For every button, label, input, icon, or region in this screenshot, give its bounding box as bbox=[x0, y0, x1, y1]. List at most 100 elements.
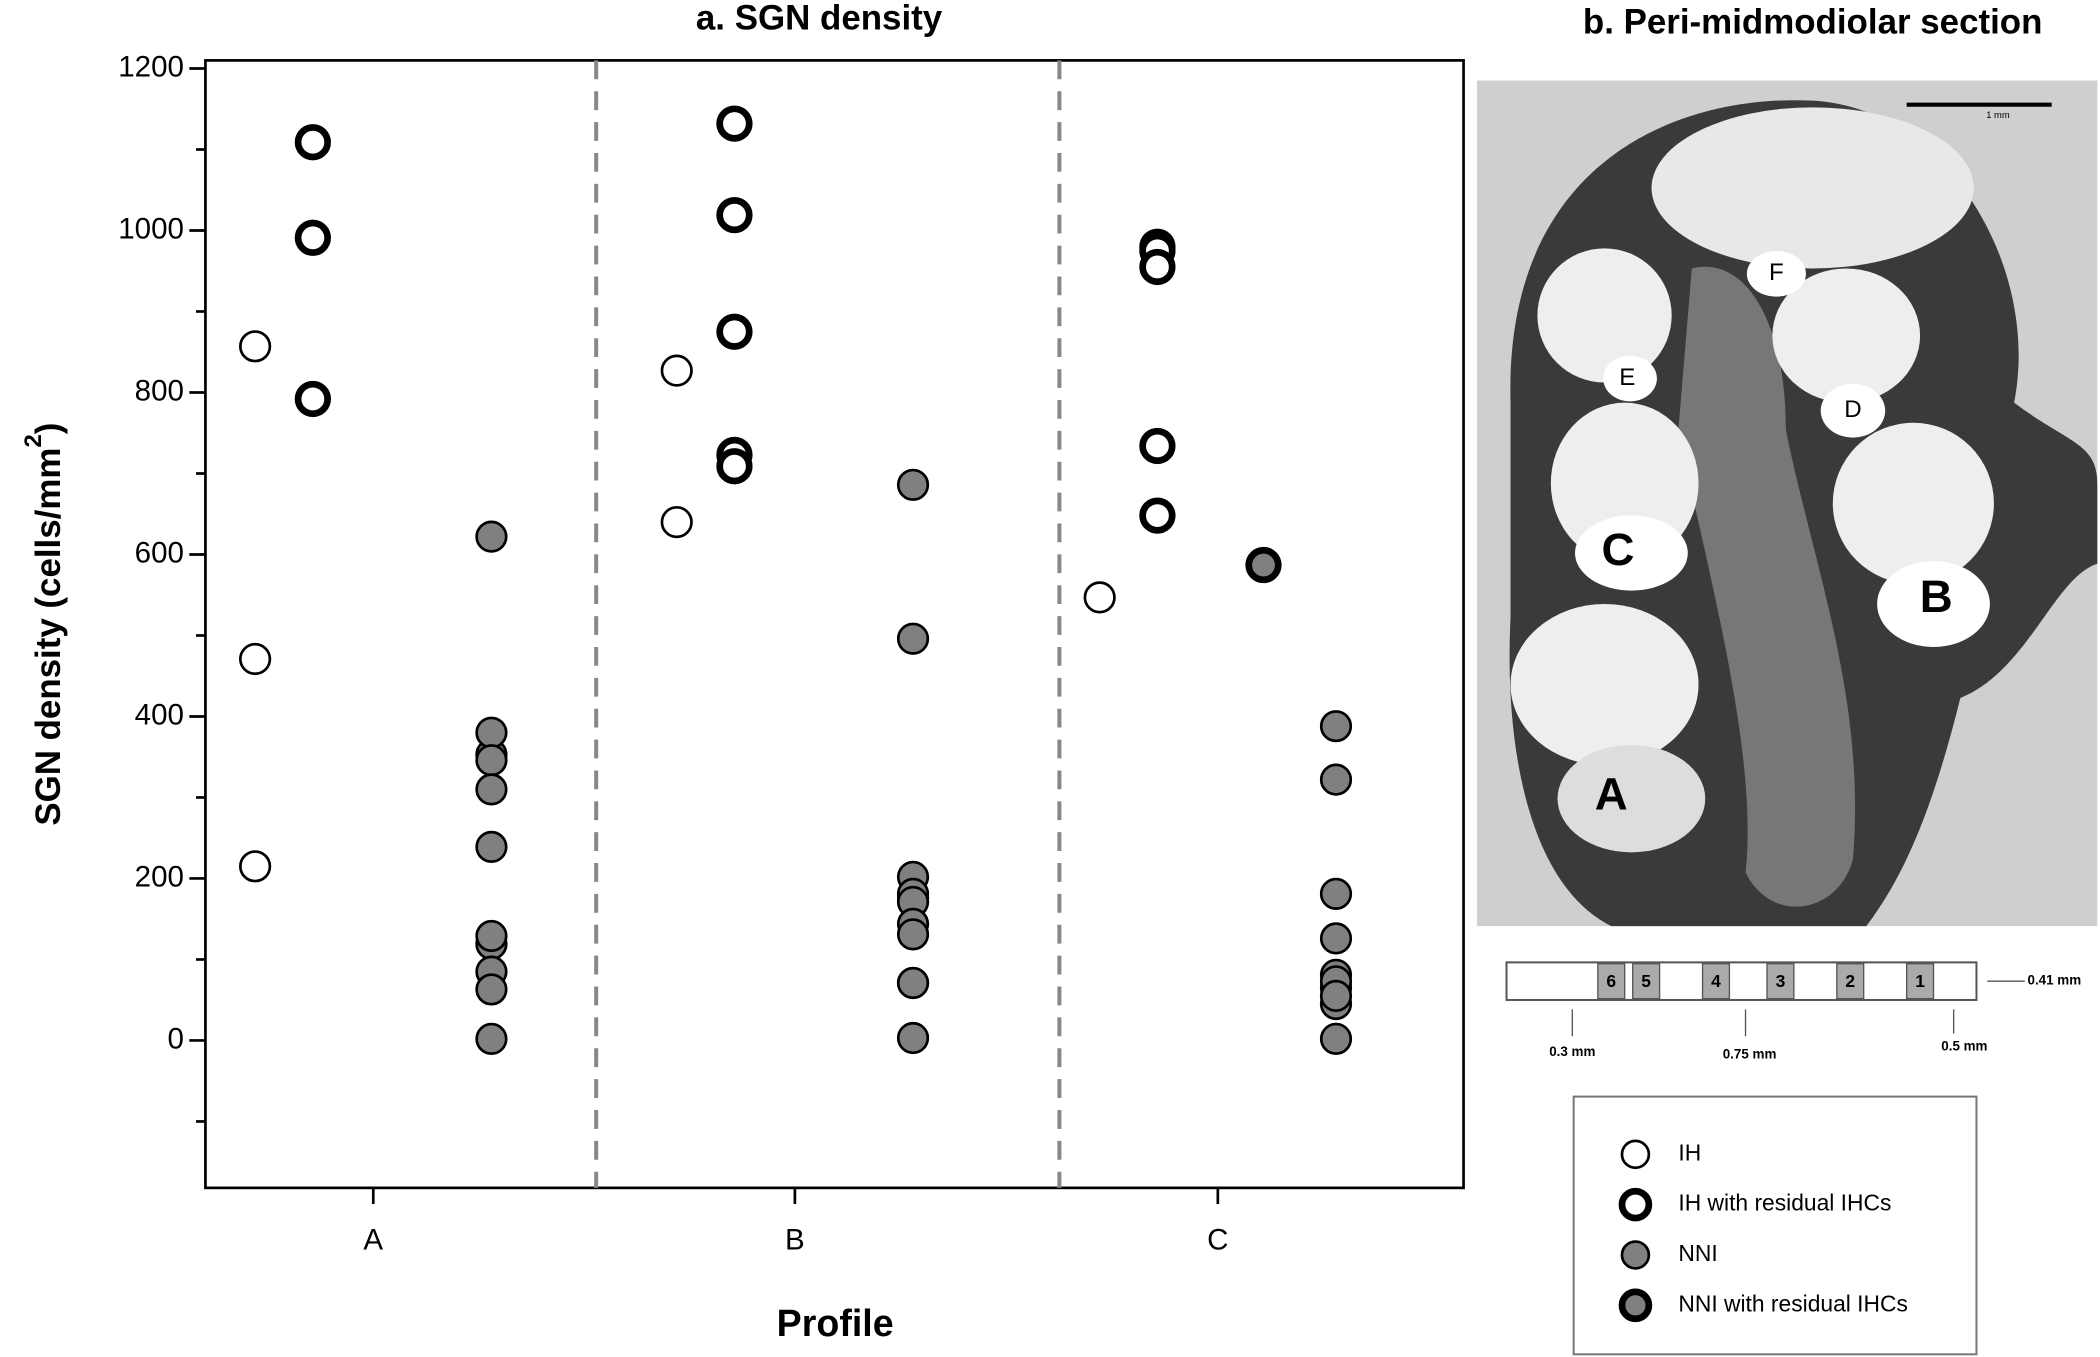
width-label: 0.41 mm bbox=[2027, 973, 2081, 988]
plot-frame bbox=[204, 59, 1465, 1190]
point bbox=[475, 830, 508, 863]
diagram-segment bbox=[1905, 963, 1935, 1000]
y-tick-label: 400 bbox=[135, 698, 184, 731]
y-label-sup: 2 bbox=[20, 434, 47, 447]
turn bbox=[1557, 744, 1706, 853]
x-tick-label: A bbox=[363, 1223, 383, 1256]
x-tick-label: C bbox=[1207, 1223, 1228, 1256]
point bbox=[294, 219, 331, 256]
point bbox=[239, 642, 272, 676]
segment-label: 6 bbox=[1606, 971, 1616, 991]
diagram-segment bbox=[1597, 963, 1626, 1000]
turn bbox=[1575, 515, 1688, 591]
point bbox=[716, 105, 753, 142]
y-tick-label: 800 bbox=[135, 374, 184, 407]
point bbox=[716, 448, 753, 485]
point bbox=[294, 124, 331, 161]
image-label: B bbox=[1920, 571, 1953, 622]
point bbox=[475, 744, 508, 777]
y-axis-label: SGN density (cells/mm2) bbox=[20, 423, 68, 826]
legend-marker bbox=[1618, 1187, 1653, 1222]
y-tick-label: 600 bbox=[135, 536, 184, 569]
x-tick-label: B bbox=[785, 1223, 805, 1256]
image-label: F bbox=[1769, 259, 1784, 286]
turn bbox=[1832, 422, 1994, 584]
legend-marker bbox=[1618, 1288, 1653, 1323]
point bbox=[1139, 427, 1176, 465]
image-label: D bbox=[1844, 396, 1861, 423]
turn bbox=[1746, 250, 1806, 297]
y-tick-label: 1200 bbox=[118, 50, 184, 83]
segment-label: 1 bbox=[1915, 971, 1925, 991]
scale-label: 1 mm bbox=[1986, 109, 2010, 120]
point bbox=[896, 918, 930, 951]
segment-label: 2 bbox=[1845, 971, 1855, 991]
point bbox=[896, 468, 930, 501]
point bbox=[475, 773, 508, 806]
legend-label: NNI with residual IHCs bbox=[1678, 1290, 1907, 1316]
point bbox=[896, 1021, 930, 1055]
dimension-label: 0.5 mm bbox=[1941, 1038, 1987, 1053]
y-tick-label: 0 bbox=[168, 1022, 184, 1055]
legend-marker bbox=[1620, 1240, 1651, 1270]
point bbox=[1319, 710, 1353, 743]
section-image: 1 mm bbox=[1476, 80, 2098, 927]
legend-label: IH with residual IHCs bbox=[1678, 1190, 1891, 1216]
point bbox=[1319, 979, 1353, 1013]
y-tick-label: 1000 bbox=[118, 212, 184, 245]
y-label-end: ) bbox=[29, 423, 68, 435]
point bbox=[1139, 248, 1176, 286]
dimension-label: 0.3 mm bbox=[1549, 1044, 1595, 1059]
turn bbox=[1820, 383, 1886, 438]
y-tick-label: 200 bbox=[135, 860, 184, 893]
point bbox=[896, 622, 930, 655]
x-axis-label: Profile bbox=[777, 1302, 894, 1344]
segment-label: 5 bbox=[1641, 971, 1651, 991]
point bbox=[475, 1022, 508, 1055]
turn bbox=[1651, 107, 1974, 269]
point bbox=[475, 973, 508, 1006]
diagram-segment bbox=[1836, 963, 1865, 1000]
diagram-segment bbox=[1632, 963, 1661, 1000]
legend-label: IH bbox=[1678, 1139, 1701, 1165]
cochlea-diagram: 0.41 mm 0.3 mm 0.75 mm 0.5 mm bbox=[1505, 961, 2081, 1062]
point bbox=[716, 196, 753, 234]
point bbox=[660, 354, 693, 387]
turn bbox=[1537, 248, 1672, 383]
point bbox=[1319, 877, 1353, 910]
image-label: A bbox=[1595, 768, 1628, 819]
point bbox=[239, 330, 272, 363]
point bbox=[294, 380, 331, 418]
turn bbox=[1510, 604, 1699, 766]
point bbox=[1319, 922, 1353, 955]
point bbox=[896, 966, 930, 1000]
chart-title: a. SGN density bbox=[696, 0, 943, 37]
turn bbox=[1877, 561, 1990, 647]
point bbox=[475, 919, 508, 953]
modiolus bbox=[1678, 266, 1856, 907]
segment-label: 4 bbox=[1711, 971, 1721, 991]
diagram-segment bbox=[1766, 963, 1795, 1000]
image-label: E bbox=[1619, 364, 1635, 391]
point bbox=[1319, 763, 1353, 796]
legend-label: NNI bbox=[1678, 1240, 1717, 1266]
point bbox=[660, 505, 693, 539]
panel-title: b. Peri-midmodiolar section bbox=[1583, 2, 2043, 41]
segment-label: 3 bbox=[1776, 971, 1786, 991]
point bbox=[1245, 546, 1282, 584]
point bbox=[1319, 1022, 1353, 1055]
point bbox=[475, 716, 508, 749]
diagram-body bbox=[1505, 961, 1978, 1001]
point bbox=[1083, 581, 1116, 614]
dimension-label: 0.75 mm bbox=[1723, 1047, 1777, 1062]
turn bbox=[1603, 355, 1657, 402]
turn bbox=[1772, 268, 1921, 403]
image-label: C bbox=[1601, 524, 1634, 575]
point bbox=[475, 520, 508, 553]
diagram-segment bbox=[1701, 963, 1731, 1000]
y-label-main: SGN density (cells/mm bbox=[29, 448, 68, 826]
point bbox=[716, 313, 753, 350]
point bbox=[239, 850, 272, 883]
legend-marker bbox=[1620, 1139, 1651, 1170]
